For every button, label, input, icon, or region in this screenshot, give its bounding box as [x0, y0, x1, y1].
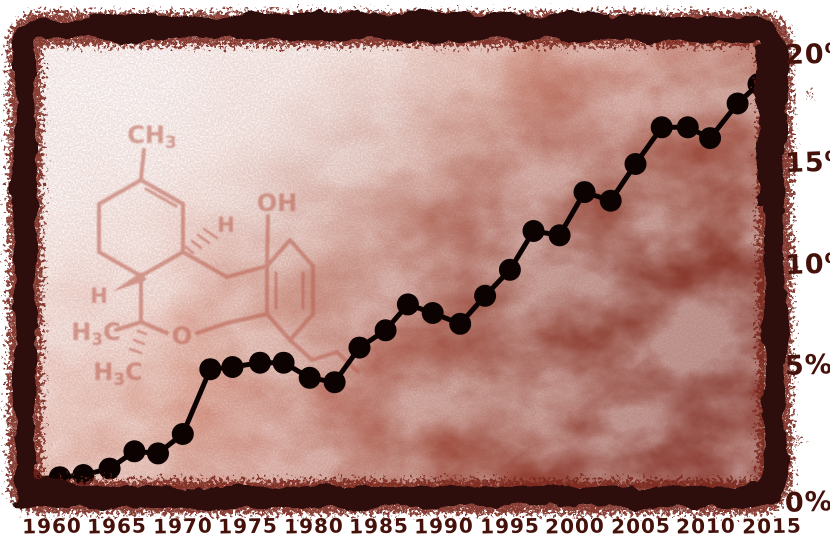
data-point: [699, 127, 722, 150]
molecule-label: H3C: [93, 358, 142, 389]
data-point: [474, 284, 497, 307]
molecule-label: H: [90, 284, 108, 308]
data-point: [676, 116, 699, 139]
data-point: [421, 302, 444, 324]
data-point: [522, 220, 545, 242]
grunge-frame: [5, 11, 813, 514]
data-point: [199, 358, 222, 381]
data-point: [396, 293, 419, 316]
data-point: [272, 351, 295, 374]
data-point: [171, 423, 194, 445]
molecule-label: CH3: [127, 121, 176, 152]
molecule-label: O: [172, 322, 192, 350]
data-point: [348, 336, 371, 359]
data-point: [147, 442, 169, 465]
data-point: [599, 189, 622, 212]
data-point: [323, 371, 346, 394]
molecule-label: H: [217, 213, 235, 237]
smoke-background: CH3 OH H H H3C H3C O: [36, 40, 764, 488]
data-point: [298, 366, 321, 389]
molecule-label: OH: [257, 189, 298, 217]
thc-molecule-sketch: CH3 OH H H H3C H3C O: [71, 121, 360, 389]
data-point: [374, 319, 397, 342]
data-point: [98, 457, 121, 480]
data-point: [449, 312, 472, 335]
data-point: [650, 116, 673, 139]
data-point: [498, 258, 521, 281]
data-point: [123, 440, 146, 463]
data-point: [726, 92, 749, 115]
data-point: [548, 224, 571, 247]
data-point: [624, 153, 647, 175]
molecule-label: H3C: [71, 318, 120, 349]
data-point: [221, 356, 244, 378]
data-point: [249, 351, 271, 374]
data-point: [573, 181, 596, 204]
